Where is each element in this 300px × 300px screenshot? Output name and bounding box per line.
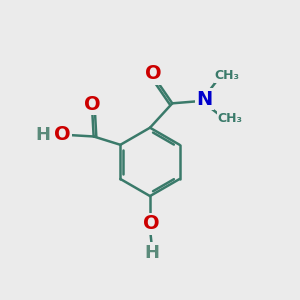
Text: H: H	[144, 244, 159, 262]
Text: O: O	[143, 214, 160, 233]
Text: O: O	[145, 64, 162, 83]
Text: H: H	[36, 126, 51, 144]
Text: N: N	[196, 90, 212, 109]
Text: CH₃: CH₃	[215, 69, 240, 82]
Text: O: O	[84, 95, 101, 114]
Text: CH₃: CH₃	[218, 112, 243, 125]
Text: O: O	[53, 125, 70, 144]
